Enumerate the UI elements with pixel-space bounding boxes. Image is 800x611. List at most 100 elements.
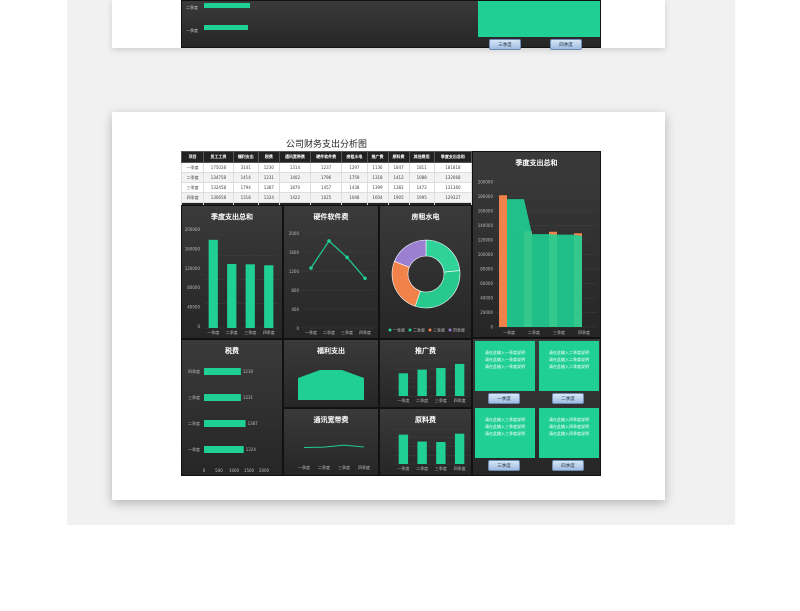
- y-tick-label: 1600: [289, 250, 300, 255]
- table-row: 二季度 134758 1414 1231 1402 1796 1759 1318 1412 108…: [180, 172, 473, 183]
- table-cell: 1318: [366, 172, 389, 183]
- q3-button[interactable]: 三季度: [489, 39, 521, 50]
- note-box-q3[interactable]: 请在此输入三季度说明 请在此输入三季度说明 请在此输入三季度说明: [475, 408, 535, 458]
- x-tick-label: 四季度: [454, 397, 466, 403]
- chart-welfare: 福利支出: [283, 339, 379, 408]
- bar: [436, 442, 446, 464]
- data-point: [345, 255, 349, 260]
- table-cell: 1457: [310, 182, 343, 193]
- x-tick-label: 三季度: [435, 465, 447, 471]
- x-tick-label: 三季度: [338, 464, 350, 470]
- legend-swatch: [428, 328, 432, 332]
- table-cell: 1472: [408, 182, 435, 193]
- column-header: 房租水电: [341, 151, 368, 163]
- line-series: [303, 444, 365, 448]
- bar: [204, 420, 246, 427]
- quarter-button-q3[interactable]: 三季度: [488, 460, 520, 471]
- table-row: 三季度 132458 1794 1387 1870 1457 1438 1399 1382 147…: [180, 182, 473, 193]
- pie-slice: [391, 260, 421, 307]
- note-text: 请在此输入一季度说明: [485, 364, 525, 369]
- note-text: 请在此输入三季度说明: [485, 431, 525, 436]
- table-cell: 1314: [278, 162, 312, 173]
- y-tick-label: 二季度: [188, 420, 200, 426]
- table-cell: 1402: [278, 172, 312, 183]
- legend-swatch: [408, 328, 412, 332]
- page-title: 公司财务支出分析图: [285, 140, 367, 150]
- legend-swatch: [448, 328, 452, 332]
- chart-telecom: 通讯宽带费 一季度 二季度 三季度 四季度: [283, 408, 379, 476]
- column-header: 原料费: [387, 151, 410, 163]
- table-row: 一季度 175028 3141 1230 1314 1237 1297 1136 1847 181…: [180, 162, 473, 173]
- bar: [264, 265, 274, 328]
- legend-label: 一季度: [393, 327, 405, 333]
- note-box-q2[interactable]: 请在此输入二季度说明 请在此输入二季度说明 请在此输入二季度说明: [539, 341, 599, 391]
- table-cell: 1318: [232, 192, 259, 203]
- table-row: 四季度 130658 1318 1324 1422 1025 1048 1604 1905 199…: [180, 192, 473, 203]
- bar: [204, 368, 241, 375]
- table-cell: 181818: [433, 162, 473, 173]
- table-cell: 1382: [387, 182, 410, 193]
- y-tick-label: 80000: [480, 267, 493, 272]
- note-box-q1[interactable]: 请在此输入一季度说明 请在此输入一季度说明 请在此输入一季度说明: [475, 341, 535, 391]
- q4-button[interactable]: 四季度: [550, 39, 582, 50]
- chart-title: 税费: [225, 347, 239, 355]
- note-text: 请在此输入一季度说明: [485, 357, 525, 362]
- area-series: [507, 199, 582, 327]
- table-cell: 3141: [232, 162, 259, 173]
- bar: [208, 239, 218, 328]
- x-tick-label: 一季度: [298, 464, 310, 470]
- note-box: [538, 1, 600, 37]
- note-text: 请在此输入三季度说明: [485, 424, 525, 429]
- chart-quarter-total: 季度支出总和 一季度 二季度 三季度 四季度 0 40000 80000 120000 16000…: [181, 205, 283, 339]
- table-cell: 1237: [310, 162, 343, 173]
- y-tick-label: 三季度: [188, 394, 200, 400]
- y-tick-label: 120000: [478, 238, 494, 243]
- y-tick-label: 2000: [289, 231, 300, 236]
- column-header: 其他费用: [408, 151, 435, 163]
- table-cell: 1231: [257, 172, 280, 183]
- table-cell: 132068: [433, 172, 473, 183]
- note-text: 请在此输入一季度说明: [485, 350, 525, 355]
- quarter-button-q4[interactable]: 四季度: [552, 460, 584, 471]
- data-label: 1324: [246, 447, 257, 452]
- quarter-button-q2[interactable]: 二季度: [552, 393, 584, 404]
- table-cell: 1794: [232, 182, 259, 193]
- column-header: 福利支出: [232, 151, 259, 163]
- bar: [499, 195, 507, 327]
- x-tick-label: 四季度: [263, 329, 275, 335]
- table-cell: 1759: [341, 172, 368, 183]
- chart-title: 原料费: [415, 416, 436, 424]
- table-cell: 175028: [203, 162, 234, 173]
- legend-label: 二季度: [413, 327, 425, 333]
- x-tick-label: 500: [215, 468, 223, 473]
- preview-card-top: 二季度 一季度 三季度 四季度: [112, 0, 665, 50]
- y-tick-label: 180000: [478, 194, 494, 199]
- quarter-button-q1[interactable]: 一季度: [488, 393, 520, 404]
- column-header: 通讯宽带费: [278, 151, 312, 163]
- x-tick-label: 二季度: [416, 397, 428, 403]
- column-header: 员工工资: [203, 151, 234, 163]
- bar: [454, 363, 465, 396]
- table-cell: 1870: [278, 182, 312, 193]
- note-text: 请在此输入三季度说明: [485, 417, 525, 422]
- x-tick-label: 2000: [259, 468, 270, 473]
- chart-rent-utilities: 房租水电 一季度 二季度 三季度 四季度: [379, 205, 472, 339]
- note-text: 请在此输入二季度说明: [549, 350, 589, 355]
- x-tick-label: 0: [203, 468, 206, 473]
- chart-title: 通讯宽带费: [313, 416, 349, 424]
- table-cell: 129327: [433, 192, 473, 203]
- dashboard-preview-cropped: 二季度 一季度 三季度 四季度: [181, 0, 601, 50]
- bar: [204, 3, 250, 8]
- chart-taxes: 税费 四季度 1230 三季度 1231 二季度 1387 一季度 1324 0 500 1000 15…: [181, 339, 283, 476]
- chart-title: 季度支出总和: [211, 213, 253, 221]
- table-cell: 二季度: [180, 172, 205, 183]
- table-cell: 1905: [387, 192, 410, 203]
- table-cell: 1297: [341, 162, 368, 173]
- y-tick-label: 160000: [478, 209, 494, 214]
- y-tick-label: 160000: [185, 246, 201, 251]
- x-tick-label: 三季度: [244, 329, 256, 335]
- y-tick-label: 40000: [480, 296, 493, 301]
- data-label: 1230: [243, 369, 254, 374]
- note-box-q4[interactable]: 请在此输入四季度说明 请在此输入四季度说明 请在此输入四季度说明: [539, 408, 599, 458]
- bar: [436, 368, 446, 396]
